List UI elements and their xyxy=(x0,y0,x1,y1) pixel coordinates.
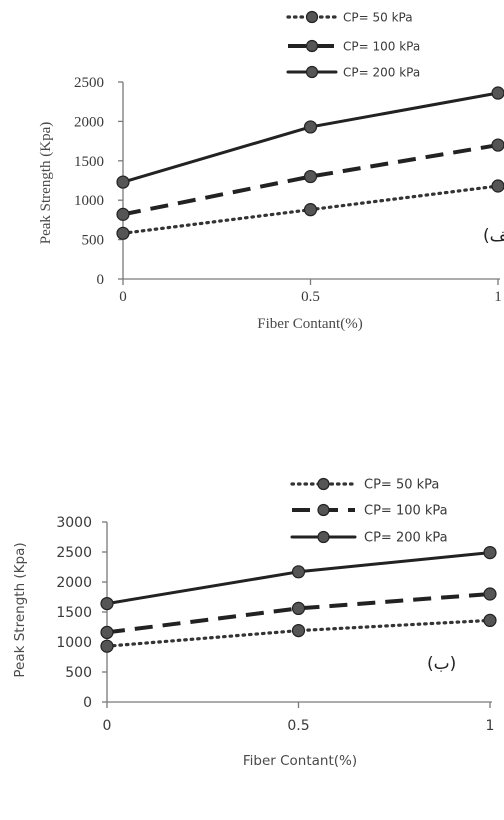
data-point xyxy=(491,86,504,100)
data-point xyxy=(116,226,130,240)
data-point xyxy=(303,120,318,134)
x-axis-title: Fiber Contant(%) xyxy=(257,316,362,332)
panel-annotation: (ب) xyxy=(427,654,456,674)
data-point xyxy=(100,625,114,640)
data-point xyxy=(100,639,114,653)
series-line-3 xyxy=(121,91,500,184)
data-point xyxy=(483,613,497,628)
y-tick-label: 2000 xyxy=(56,575,92,591)
x-tick-label: 0.5 xyxy=(301,289,320,305)
x-tick-label: 1 xyxy=(494,289,502,305)
legend-item-1: CP= 50 kPa xyxy=(286,10,413,25)
data-point xyxy=(303,203,318,217)
y-axis-title: Peak Strength (Kpa) xyxy=(12,542,28,677)
legend-swatch-marker xyxy=(305,10,319,24)
y-tick-label: 1000 xyxy=(74,193,104,209)
y-tick-label: 2500 xyxy=(56,545,92,561)
series-line-1 xyxy=(105,618,492,648)
y-tick-label: 500 xyxy=(65,665,92,681)
y-tick-label: 0 xyxy=(83,695,92,711)
y-tick-label: 0 xyxy=(97,272,105,288)
panel-annotation: (الف) xyxy=(483,226,504,246)
data-point xyxy=(483,587,497,601)
legend-item-3: CP= 200 kPa xyxy=(290,530,448,546)
legend-label: CP= 50 kPa xyxy=(343,11,413,25)
legend-swatch-marker xyxy=(305,65,319,79)
legend-label: CP= 100 kPa xyxy=(364,504,448,519)
data-point xyxy=(100,596,114,611)
y-axis-title: Peak Strength (Kpa) xyxy=(38,122,54,244)
y-tick-label: 2500 xyxy=(74,75,104,91)
series-line-2 xyxy=(106,592,491,635)
y-tick-label: 1500 xyxy=(56,605,92,621)
data-point xyxy=(483,545,497,560)
data-point xyxy=(291,565,306,579)
legend-label: CP= 200 kPa xyxy=(343,66,420,80)
legend-swatch-marker xyxy=(317,503,330,517)
data-point xyxy=(491,179,504,193)
data-point xyxy=(491,138,504,152)
y-tick-label: 1500 xyxy=(74,154,104,170)
legend-label: CP= 100 kPa xyxy=(343,40,420,54)
series-line-2 xyxy=(122,143,499,217)
chart-2: 0 500 1000 1500 2000 2500 3000 0 0.5 1 Peak Streng… xyxy=(12,477,497,769)
y-tick-label: 500 xyxy=(82,233,105,249)
legend-item-3: CP= 200 kPa xyxy=(286,65,420,80)
y-tick-label: 3000 xyxy=(56,515,92,531)
y-tick-label: 2000 xyxy=(74,114,104,130)
legend-swatch-marker xyxy=(317,477,330,491)
legend-label: CP= 200 kPa xyxy=(364,531,448,546)
x-axis-title: Fiber Contant(%) xyxy=(243,753,357,769)
legend-item-2: CP= 100 kPa xyxy=(292,504,448,519)
legend-item-1: CP= 50 kPa xyxy=(290,477,439,493)
data-point xyxy=(303,169,318,184)
legend-swatch-marker xyxy=(317,530,330,544)
data-point xyxy=(116,207,130,221)
x-tick-label: 1 xyxy=(486,718,495,734)
legend-item-2: CP= 100 kPa xyxy=(288,40,420,54)
x-tick-label: 0.5 xyxy=(287,718,309,734)
y-tick-label: 1000 xyxy=(56,635,92,651)
data-point xyxy=(291,623,306,638)
x-tick-label: 0 xyxy=(103,718,112,734)
legend-swatch-marker xyxy=(305,39,319,53)
legend-label: CP= 50 kPa xyxy=(364,478,439,493)
chart-1: 0 500 1000 1500 2000 2500 0 0.5 1 Peak Strength (… xyxy=(38,10,504,332)
x-tick-label: 0 xyxy=(119,289,127,305)
data-point xyxy=(116,175,130,189)
data-point xyxy=(291,601,306,616)
